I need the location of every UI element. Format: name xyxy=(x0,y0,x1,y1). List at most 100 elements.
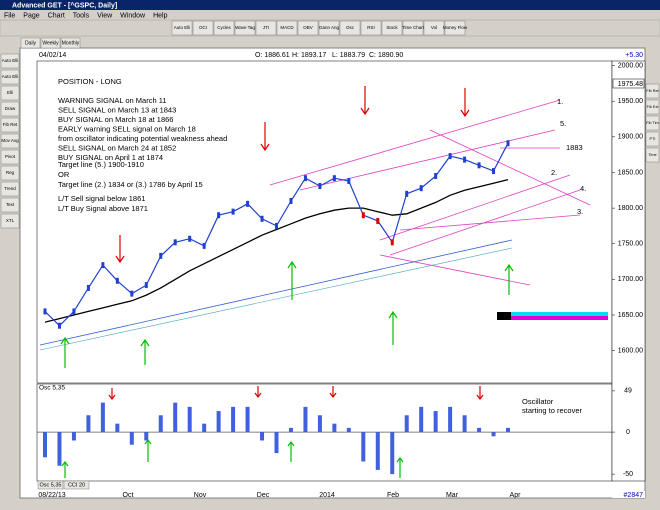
tool-label[interactable]: RSI xyxy=(367,25,375,30)
tool-label[interactable]: OCI xyxy=(199,25,207,30)
tool-button[interactable] xyxy=(234,20,256,36)
menu-item[interactable]: File xyxy=(4,12,15,19)
osc-bar xyxy=(491,432,496,437)
tab[interactable] xyxy=(60,37,81,49)
side-button[interactable] xyxy=(0,117,20,133)
long-trend xyxy=(39,247,513,351)
side-button[interactable] xyxy=(0,53,20,69)
ohlc-low: L: 1883.79 xyxy=(332,52,365,59)
side-label[interactable]: Auto Elli xyxy=(2,58,19,63)
tool-label[interactable]: Cycles xyxy=(217,25,231,30)
right-label[interactable]: Fib Tim xyxy=(646,121,658,125)
side-label[interactable]: Elli xyxy=(7,90,13,95)
right-label[interactable]: PTI xyxy=(650,137,656,141)
side-label[interactable]: Text xyxy=(6,202,15,207)
right-button[interactable] xyxy=(645,147,660,163)
side-button[interactable] xyxy=(0,69,20,85)
tool-label[interactable]: Gann Ang xyxy=(319,25,340,30)
side-button[interactable] xyxy=(0,213,20,229)
tab[interactable] xyxy=(40,37,61,49)
osc-bar xyxy=(144,432,149,441)
right-label[interactable]: Fib Ret xyxy=(646,89,659,93)
tool-label[interactable]: OBV xyxy=(303,25,313,30)
menu-item[interactable]: View xyxy=(97,12,113,19)
bottom-tab[interactable] xyxy=(63,480,90,490)
tool-label[interactable]: Osc xyxy=(346,25,355,30)
side-label[interactable]: Reg xyxy=(6,170,15,175)
right-button[interactable] xyxy=(645,131,660,147)
tool-button[interactable] xyxy=(255,20,277,36)
tool-button[interactable] xyxy=(339,20,361,36)
tool-button[interactable] xyxy=(171,20,193,36)
position: POSITION - LONG xyxy=(58,77,122,86)
side-label[interactable]: Draw xyxy=(5,106,16,111)
tool-label[interactable]: Stock xyxy=(386,25,398,30)
value-axis xyxy=(611,60,646,482)
side-button[interactable] xyxy=(0,85,20,101)
side-button[interactable] xyxy=(0,149,20,165)
tab[interactable] xyxy=(20,37,41,49)
tool-button[interactable] xyxy=(381,20,403,36)
price-bar xyxy=(86,284,90,291)
tool-button[interactable] xyxy=(423,20,445,36)
osc-note: Oscillator xyxy=(522,397,554,406)
y-tick-label: -50 xyxy=(623,471,633,478)
tool-label[interactable]: JTI xyxy=(263,25,269,30)
side-button[interactable] xyxy=(0,197,20,213)
y-tick-label: 1950.00 xyxy=(618,98,643,105)
ohlc-open: O: 1886.61 xyxy=(255,52,290,59)
target-text: Target line (5.) 1900-1910 xyxy=(58,160,144,169)
x-label: Mar xyxy=(446,492,459,499)
tab-label[interactable]: Weekly xyxy=(42,40,59,46)
side-button[interactable] xyxy=(0,101,20,117)
tool-label[interactable]: Money Flow xyxy=(443,25,468,30)
menu-item[interactable]: Window xyxy=(120,12,146,19)
side-button[interactable] xyxy=(0,181,20,197)
osc-bar xyxy=(129,432,134,445)
tool-button[interactable] xyxy=(402,20,424,36)
tool-button[interactable] xyxy=(444,20,466,36)
tool-label[interactable]: Auto Elli xyxy=(174,25,191,30)
right-label[interactable]: Fib Ext xyxy=(647,105,660,109)
tool-button[interactable] xyxy=(297,20,319,36)
bottom-tab-label[interactable]: CCI 20 xyxy=(68,482,85,488)
tool-button[interactable] xyxy=(360,20,382,36)
tool-button[interactable] xyxy=(318,20,340,36)
tool-label[interactable]: Wave Tag xyxy=(235,25,255,30)
right-label[interactable]: Time xyxy=(648,153,656,157)
menu-item[interactable]: Page xyxy=(23,12,39,19)
menu-item[interactable]: Help xyxy=(153,12,168,19)
tool-label[interactable]: Vol xyxy=(431,25,437,30)
side-button[interactable] xyxy=(0,133,20,149)
right-button[interactable] xyxy=(645,99,660,115)
right-button[interactable] xyxy=(645,115,660,131)
tool-button[interactable] xyxy=(213,20,235,36)
side-label[interactable]: Trend xyxy=(4,186,16,191)
right-button[interactable] xyxy=(645,83,660,99)
line-label: 1. xyxy=(557,97,563,106)
tab-label[interactable]: Monthly xyxy=(62,40,80,46)
target-text: Target line (2.) 1834 or (3.) 1786 by Ap… xyxy=(58,180,203,189)
long-trend xyxy=(39,239,513,346)
side-button[interactable] xyxy=(0,165,20,181)
signal-text: EARLY warning SELL signal on March 18 xyxy=(58,124,196,133)
bottom-tab-label[interactable]: Osc 5,35 xyxy=(39,482,61,488)
osc-bar xyxy=(86,415,91,433)
side-label[interactable]: Mov Avg xyxy=(1,138,19,143)
side-label[interactable]: Fib Ret xyxy=(3,122,18,127)
menu-item[interactable]: Chart xyxy=(48,12,65,19)
osc-name: Osc 5,35 xyxy=(39,385,65,392)
menu-item[interactable]: Tools xyxy=(73,12,90,19)
tab-label[interactable]: Daily xyxy=(25,40,37,46)
tool-button[interactable] xyxy=(192,20,214,36)
bottom-tab[interactable] xyxy=(37,480,64,490)
y-tick-label: 0 xyxy=(626,429,630,436)
tool-label[interactable]: Time Chart xyxy=(402,25,425,30)
side-label[interactable]: Auto Elli xyxy=(2,74,19,79)
osc-bar xyxy=(43,432,47,458)
tool-label[interactable]: MACD xyxy=(280,25,294,30)
side-label[interactable]: XTL xyxy=(6,218,15,223)
tool-button[interactable] xyxy=(276,20,298,36)
side-label[interactable]: Pivot xyxy=(5,154,16,159)
